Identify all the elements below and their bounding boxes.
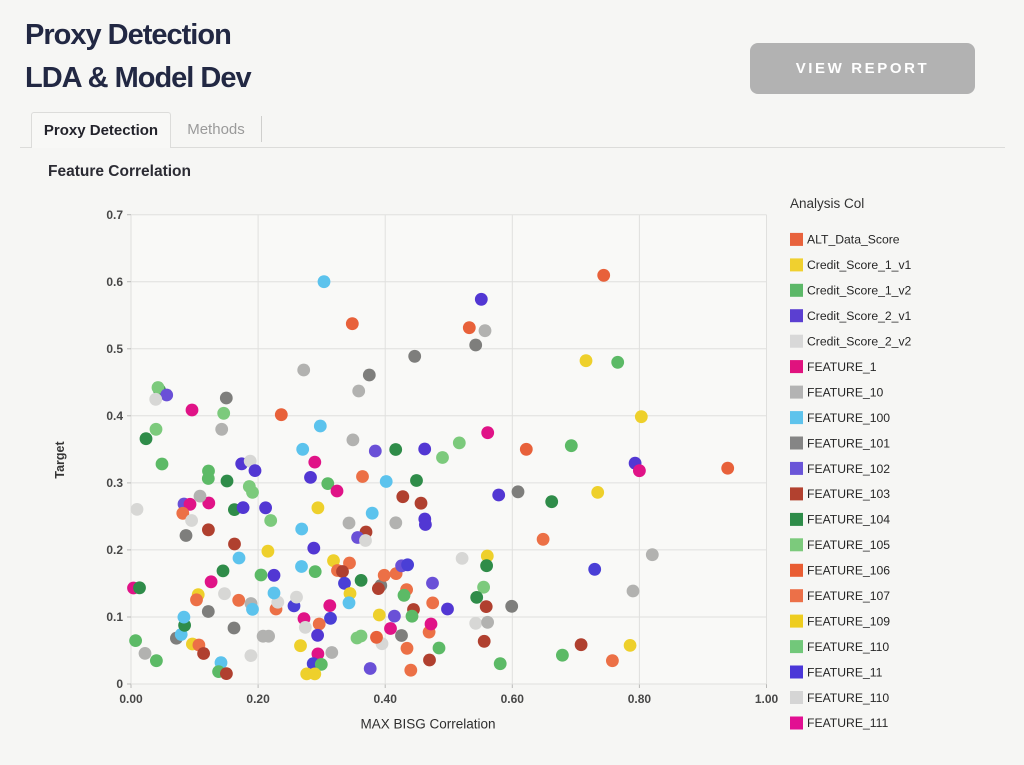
svg-text:Credit_Score_2_v2: Credit_Score_2_v2 xyxy=(807,335,912,349)
svg-text:Target: Target xyxy=(53,441,67,479)
svg-text:0.3: 0.3 xyxy=(106,476,123,490)
svg-text:FEATURE_105: FEATURE_105 xyxy=(807,538,890,552)
svg-text:MAX BISG Correlation: MAX BISG Correlation xyxy=(360,717,495,732)
svg-text:Credit_Score_1_v1: Credit_Score_1_v1 xyxy=(807,258,912,272)
svg-text:0.5: 0.5 xyxy=(106,342,123,356)
svg-text:0.4: 0.4 xyxy=(106,409,123,423)
svg-text:FEATURE_1: FEATURE_1 xyxy=(807,360,877,374)
svg-text:Credit_Score_2_v1: Credit_Score_2_v1 xyxy=(807,309,912,323)
svg-text:FEATURE_102: FEATURE_102 xyxy=(807,462,890,476)
svg-text:FEATURE_104: FEATURE_104 xyxy=(807,513,890,527)
svg-text:0.40: 0.40 xyxy=(374,692,398,706)
svg-text:Analysis Col: Analysis Col xyxy=(790,196,864,211)
svg-text:ALT_Data_Score: ALT_Data_Score xyxy=(807,233,900,247)
svg-text:FEATURE_110: FEATURE_110 xyxy=(807,691,889,705)
svg-text:0.80: 0.80 xyxy=(628,692,652,706)
svg-text:0: 0 xyxy=(116,677,123,691)
svg-text:FEATURE_106: FEATURE_106 xyxy=(807,564,890,578)
svg-text:FEATURE_111: FEATURE_111 xyxy=(807,716,888,730)
svg-text:0.00: 0.00 xyxy=(119,692,143,706)
svg-text:FEATURE_110: FEATURE_110 xyxy=(807,640,889,654)
svg-text:FEATURE_109: FEATURE_109 xyxy=(807,614,890,628)
svg-text:0.7: 0.7 xyxy=(106,208,123,222)
svg-text:1.00: 1.00 xyxy=(755,692,779,706)
svg-text:FEATURE_103: FEATURE_103 xyxy=(807,487,890,501)
svg-text:FEATURE_11: FEATURE_11 xyxy=(807,665,883,679)
svg-text:FEATURE_100: FEATURE_100 xyxy=(807,411,890,425)
svg-text:Credit_Score_1_v2: Credit_Score_1_v2 xyxy=(807,284,912,298)
svg-text:0.2: 0.2 xyxy=(106,543,123,557)
svg-text:0.6: 0.6 xyxy=(106,275,123,289)
svg-text:0.1: 0.1 xyxy=(106,610,123,624)
svg-text:FEATURE_107: FEATURE_107 xyxy=(807,589,890,603)
svg-text:0.60: 0.60 xyxy=(501,692,525,706)
svg-text:FEATURE_101: FEATURE_101 xyxy=(807,436,890,450)
svg-text:0.20: 0.20 xyxy=(246,692,270,706)
svg-text:FEATURE_10: FEATURE_10 xyxy=(807,385,884,399)
